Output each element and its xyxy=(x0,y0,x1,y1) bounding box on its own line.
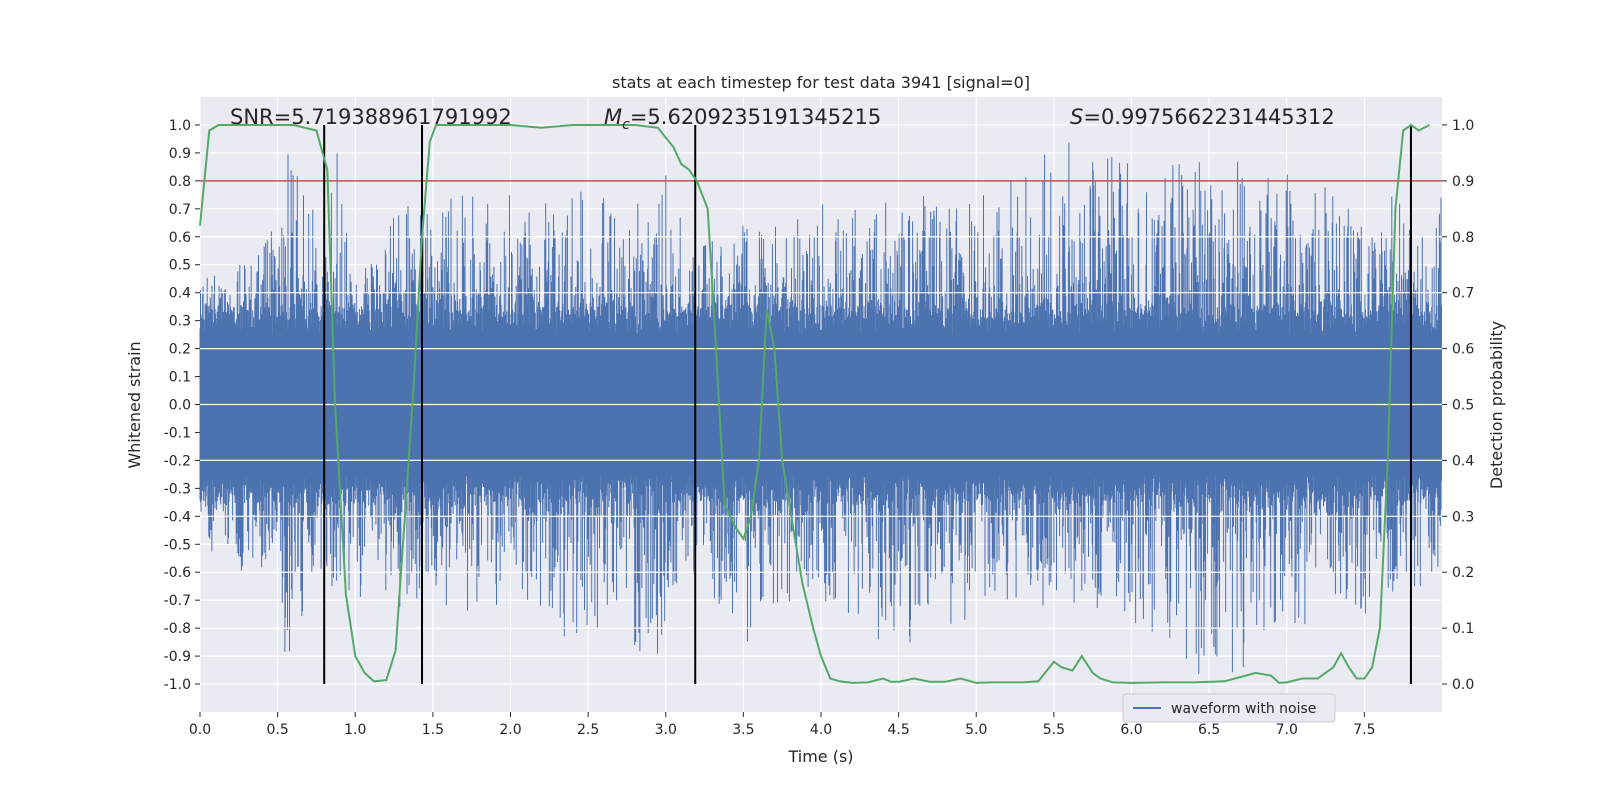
x-tick-label: 0.0 xyxy=(189,722,211,738)
y-tick-label: -0.7 xyxy=(164,593,191,609)
y-tick-label: 0.9 xyxy=(169,146,191,162)
y2-tick-label: 0.1 xyxy=(1452,621,1474,637)
y2-tick-label: 0.2 xyxy=(1452,565,1474,581)
probability-series xyxy=(199,123,1431,684)
y-tick-label: 0.7 xyxy=(169,202,191,218)
x-tick-label: 4.5 xyxy=(887,722,909,738)
chirp-mass-annotation: Mc=5.6209235191345215 xyxy=(604,105,881,133)
y2-axis-label: Detection probability xyxy=(1487,321,1506,489)
y-tick-label: -0.5 xyxy=(164,537,191,553)
y-tick-label: 0.0 xyxy=(169,398,191,414)
y-tick-label: 0.4 xyxy=(169,286,191,302)
x-tick-label: 0.5 xyxy=(266,722,288,738)
y-tick-label: -0.8 xyxy=(164,621,191,637)
y-tick-label: 0.3 xyxy=(169,314,191,330)
chirp-mass-value: =5.6209235191345215 xyxy=(630,105,881,129)
x-axis-label: Time (s) xyxy=(787,747,853,766)
y2-tick-label: 0.0 xyxy=(1452,677,1474,693)
y-tick-label: -0.3 xyxy=(164,481,191,497)
probability-line xyxy=(199,123,1431,684)
y-tick-label: 0.2 xyxy=(169,342,191,358)
chirp-mass-subscript: c xyxy=(622,117,630,133)
x-tick-label: 6.5 xyxy=(1198,722,1220,738)
y-tick-label: -0.9 xyxy=(164,649,191,665)
score-symbol: S xyxy=(1070,105,1083,129)
y2-tick-label: 0.5 xyxy=(1452,398,1474,414)
chirp-mass-symbol: M xyxy=(604,105,622,129)
y2-axis-ticks: 1.0 0.9 0.8 0.7 0.6 0.5 0.4 0.3 0.2 0.1 0.0 xyxy=(1442,118,1474,693)
y2-tick-label: 0.7 xyxy=(1452,286,1474,302)
vertical-markers xyxy=(323,124,1412,685)
legend-box xyxy=(1122,693,1336,723)
x-tick-label: 6.0 xyxy=(1120,722,1142,738)
y-tick-label: 0.5 xyxy=(169,258,191,274)
y2-tick-label: 0.4 xyxy=(1452,453,1474,469)
y-axis-label: Whitened strain xyxy=(125,341,144,468)
x-tick-label: 7.0 xyxy=(1276,722,1298,738)
y-tick-label: -0.6 xyxy=(164,565,191,581)
legend: waveform with noise xyxy=(1122,693,1336,723)
x-tick-label: 2.5 xyxy=(577,722,599,738)
x-tick-label: 5.0 xyxy=(965,722,987,738)
y-tick-label: 0.1 xyxy=(169,370,191,386)
y-tick-label: -1.0 xyxy=(164,677,191,693)
snr-annotation: SNR=5.719388961791992 xyxy=(230,105,512,129)
chart-title: stats at each timestep for test data 394… xyxy=(612,73,1030,92)
y-tick-label: -0.2 xyxy=(164,453,191,469)
score-value: =0.9975662231445312 xyxy=(1083,105,1334,129)
x-tick-label: 4.0 xyxy=(810,722,832,738)
x-tick-label: 3.5 xyxy=(732,722,754,738)
y-tick-label: 0.6 xyxy=(169,230,191,246)
y-tick-label: 0.8 xyxy=(169,174,191,190)
y-tick-label: 1.0 xyxy=(169,118,191,134)
y2-tick-label: 0.6 xyxy=(1452,342,1474,358)
y2-tick-label: 0.9 xyxy=(1452,174,1474,190)
legend-label: waveform with noise xyxy=(1171,701,1316,717)
y2-tick-label: 0.3 xyxy=(1452,509,1474,525)
y2-tick-label: 1.0 xyxy=(1452,118,1474,134)
y-tick-label: -0.1 xyxy=(164,425,191,441)
x-tick-label: 7.5 xyxy=(1353,722,1375,738)
x-tick-label: 2.0 xyxy=(499,722,521,738)
y-axis-ticks: 1.0 0.9 0.8 0.7 0.6 0.5 0.4 0.3 0.2 0.1 0.0 -0.1 -0.… xyxy=(164,118,200,693)
y-tick-label: -0.4 xyxy=(164,509,191,525)
x-axis-ticks: 0.0 0.5 1.0 1.5 2.0 2.5 3.0 3.5 4.0 4.5 5.0 5.5 6.0 6… xyxy=(189,712,1376,738)
x-tick-label: 5.5 xyxy=(1043,722,1065,738)
x-tick-label: 1.0 xyxy=(344,722,366,738)
y2-tick-label: 0.8 xyxy=(1452,230,1474,246)
x-tick-label: 3.0 xyxy=(655,722,677,738)
x-tick-label: 1.5 xyxy=(422,722,444,738)
score-annotation: S=0.9975662231445312 xyxy=(1070,105,1335,129)
